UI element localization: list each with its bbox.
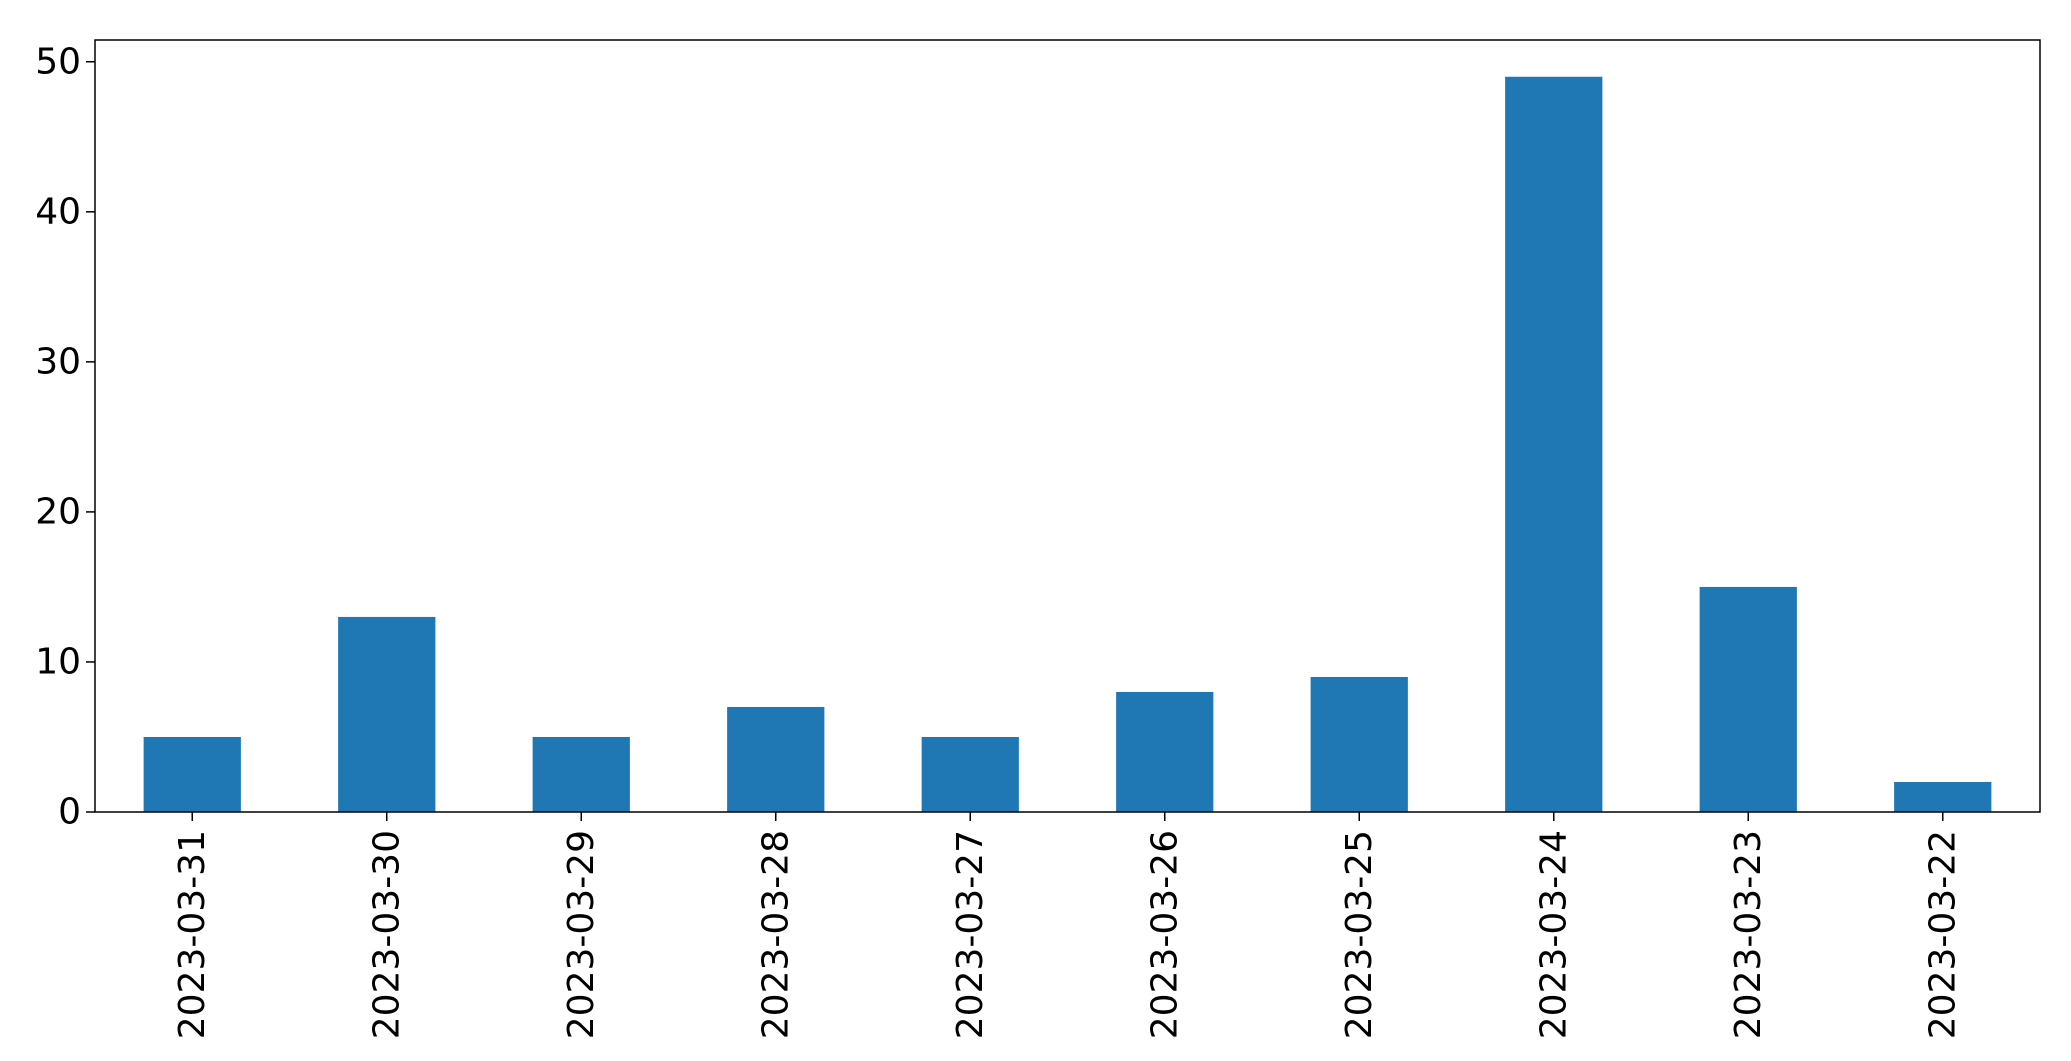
x-tick-label: 2023-03-31: [172, 830, 213, 1039]
x-tick-label: 2023-03-27: [950, 830, 991, 1039]
x-tick-label: 2023-03-25: [1339, 830, 1380, 1039]
bar-2023-03-26: [1116, 691, 1214, 812]
x-tick-label: 2023-03-26: [1144, 830, 1185, 1039]
x-tick-label: 2023-03-30: [366, 830, 407, 1039]
plot-frame: [94, 39, 2041, 813]
bar-2023-03-31: [143, 736, 241, 812]
bar-2023-03-30: [338, 616, 436, 812]
bar-2023-03-27: [921, 736, 1019, 812]
x-tick-label: 2023-03-28: [755, 830, 796, 1039]
bar-2023-03-24: [1505, 76, 1603, 812]
y-axis-ticks: 0 10 20 30 40 50: [35, 41, 95, 833]
bar-2023-03-25: [1310, 676, 1408, 812]
x-tick-label: 2023-03-22: [1922, 830, 1963, 1039]
bar-2023-03-29: [532, 736, 630, 812]
x-tick-label: 2023-03-24: [1533, 830, 1574, 1039]
x-tick-label: 2023-03-23: [1728, 830, 1769, 1039]
x-tick-label: 2023-03-29: [561, 830, 602, 1039]
y-tick-label: 50: [35, 41, 81, 82]
bar-2023-03-23: [1699, 586, 1797, 812]
bar-2023-03-22: [1894, 781, 1992, 812]
y-tick-label: 30: [35, 341, 81, 382]
y-tick-label: 10: [35, 641, 81, 682]
x-axis-ticks: 2023-03-31 2023-03-30 2023-03-29 2023-03-28…: [172, 812, 1963, 1039]
y-tick-label: 20: [35, 491, 81, 532]
y-tick-label: 40: [35, 191, 81, 232]
bars-group: [143, 76, 1992, 812]
y-tick-label: 0: [58, 792, 81, 833]
bar-2023-03-28: [727, 706, 825, 812]
